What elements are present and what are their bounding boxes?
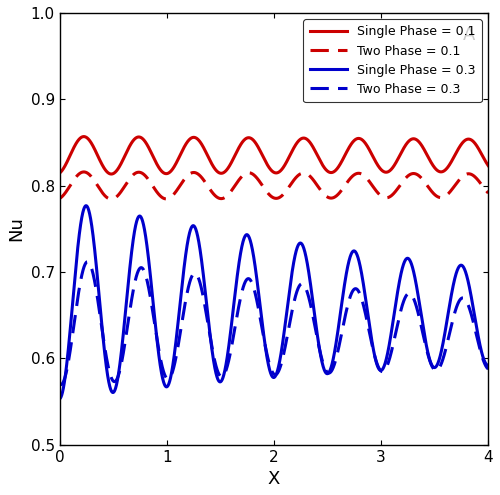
Two Phase = 0.3: [222, 371, 228, 377]
Single Phase = 0.3: [131, 231, 137, 237]
Legend: Single Phase = 0.1, Two Phase = 0.1, Single Phase = 0.3, Two Phase = 0.3: Single Phase = 0.1, Two Phase = 0.1, Sin…: [304, 19, 482, 102]
Two Phase = 0.3: [56, 381, 62, 387]
Single Phase = 0.1: [81, 134, 87, 140]
Two Phase = 0.3: [84, 259, 90, 265]
Single Phase = 0.3: [477, 342, 483, 348]
X-axis label: X: X: [268, 470, 280, 488]
Two Phase = 0.1: [131, 171, 137, 177]
Single Phase = 0.3: [83, 203, 89, 209]
Single Phase = 0.1: [131, 137, 137, 143]
Single Phase = 0.3: [106, 378, 112, 384]
Two Phase = 0.1: [106, 196, 112, 201]
Two Phase = 0.1: [222, 195, 228, 201]
Two Phase = 0.3: [106, 366, 112, 372]
Line: Two Phase = 0.3: Two Phase = 0.3: [60, 262, 488, 385]
Single Phase = 0.3: [240, 240, 246, 246]
Single Phase = 0.1: [56, 170, 62, 176]
Two Phase = 0.1: [485, 190, 491, 196]
Single Phase = 0.1: [431, 164, 437, 170]
Single Phase = 0.1: [240, 139, 246, 145]
Two Phase = 0.3: [131, 283, 137, 289]
Single Phase = 0.3: [221, 371, 227, 377]
Two Phase = 0.1: [431, 191, 437, 197]
Two Phase = 0.3: [477, 346, 483, 352]
Single Phase = 0.1: [106, 170, 112, 176]
Single Phase = 0.3: [431, 364, 437, 370]
Two Phase = 0.3: [240, 286, 246, 292]
Text: A: A: [463, 26, 475, 44]
Line: Single Phase = 0.1: Single Phase = 0.1: [60, 137, 488, 174]
Two Phase = 0.3: [431, 366, 437, 372]
Single Phase = 0.1: [222, 169, 228, 175]
Two Phase = 0.1: [108, 196, 114, 202]
Two Phase = 0.1: [81, 169, 87, 175]
Single Phase = 0.1: [477, 148, 483, 154]
Single Phase = 0.3: [485, 362, 491, 368]
Y-axis label: Nu: Nu: [7, 216, 25, 241]
Two Phase = 0.1: [240, 173, 246, 179]
Two Phase = 0.1: [477, 180, 483, 186]
Single Phase = 0.1: [485, 163, 491, 169]
Line: Single Phase = 0.3: Single Phase = 0.3: [60, 206, 488, 399]
Single Phase = 0.3: [56, 396, 62, 402]
Single Phase = 0.1: [108, 171, 114, 177]
Two Phase = 0.1: [56, 196, 62, 201]
Two Phase = 0.3: [485, 366, 491, 372]
Two Phase = 0.3: [58, 382, 64, 388]
Line: Two Phase = 0.1: Two Phase = 0.1: [60, 172, 488, 199]
